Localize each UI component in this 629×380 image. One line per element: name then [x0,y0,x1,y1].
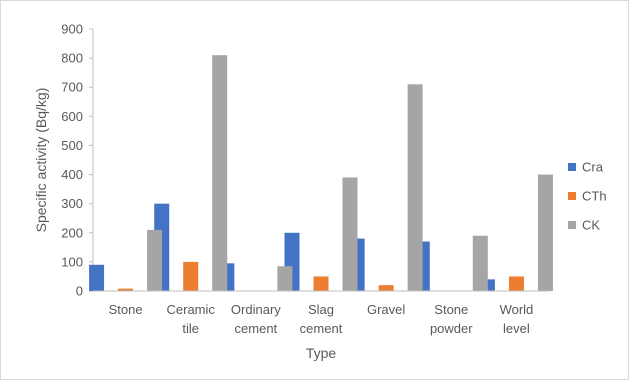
x-axis-title: Type [306,345,337,361]
legend-swatch-ck [568,221,576,229]
bar-ck [277,266,293,291]
y-tick-label: 800 [61,51,83,66]
bar-cth [378,285,394,291]
y-tick-label: 500 [61,138,83,153]
y-tick-label: 300 [61,196,83,211]
y-axis-title: Specific activity (Bq/kg) [33,88,49,233]
legend-label-cra: Cra [582,160,604,175]
x-category-label: tile [182,321,199,336]
y-tick-label: 900 [61,22,83,37]
bar-ck [472,235,488,291]
y-tick-label: 200 [61,225,83,240]
y-tick-label: 100 [61,254,83,269]
x-category-label: Stone [434,302,468,317]
legend-swatch-cth [568,192,576,200]
x-category-label: Slag [308,302,334,317]
x-category-label: powder [430,321,473,336]
bar-cth [118,288,134,291]
x-category-label: Gravel [367,302,405,317]
x-category-label: level [503,321,530,336]
bar-cth [313,276,329,291]
bar-ck [147,229,163,291]
x-category-label: Ceramic [167,302,216,317]
x-category-label: Stone [109,302,143,317]
y-tick-label: 0 [76,284,83,299]
x-category-label: cement [300,321,343,336]
bar-cth [508,276,524,291]
legend-label-ck: CK [582,218,600,233]
bar-cth [183,261,199,291]
x-category-label: World [500,302,534,317]
y-tick-label: 400 [61,167,83,182]
bar-ck [212,55,228,292]
x-category-label: cement [235,321,278,336]
y-tick-label: 700 [61,80,83,95]
x-category-label: Ordinary [231,302,281,317]
y-tick-label: 600 [61,109,83,124]
bar-ck [407,84,423,291]
bar-ck [537,174,553,291]
legend-label-cth: CTh [582,189,607,204]
legend-swatch-cra [568,163,576,171]
bar-cra [89,264,105,291]
bar-ck [342,177,358,291]
